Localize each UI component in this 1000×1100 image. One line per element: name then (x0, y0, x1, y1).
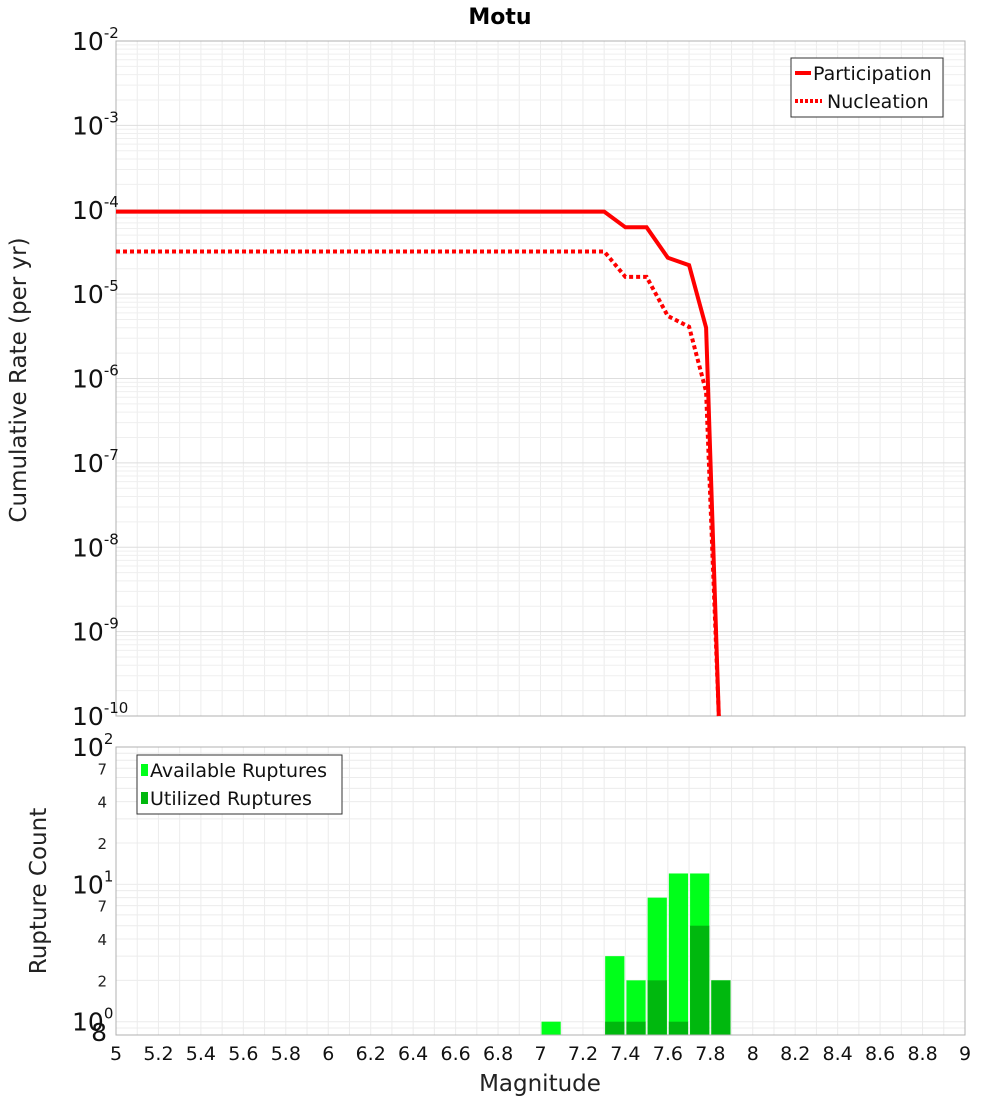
x-tick-label: 6.8 (483, 1043, 513, 1065)
bottom-legend: Available Ruptures Utilized Ruptures (136, 754, 343, 815)
bottom-y-tick-label: 101 (72, 867, 113, 899)
x-tick-label: 5.8 (271, 1043, 301, 1065)
top-legend-box (790, 57, 944, 118)
top-y-tick-exponent: -4 (104, 193, 119, 211)
top-y-tick-label: 10-10 (72, 699, 128, 731)
utilized-bar (626, 1021, 646, 1035)
legend-nucleation-label: Nucleation (827, 91, 929, 113)
bottom-plot-area (115, 746, 966, 1036)
legend-utilized-label: Utilized Ruptures (150, 788, 312, 810)
x-tick-label: 7 (534, 1043, 546, 1065)
x-tick-label: 8.2 (780, 1043, 810, 1065)
series-line-nucleation (116, 249, 721, 717)
legend-available-swatch (141, 764, 148, 776)
x-axis-label: Magnitude (479, 1071, 601, 1097)
top-y-tick-label: 10-7 (72, 446, 119, 478)
utilized-bar (668, 1021, 689, 1035)
x-tick-label: 7.4 (610, 1043, 640, 1065)
top-panel-grid (115, 41, 966, 717)
x-tick-label: 5.4 (186, 1043, 216, 1065)
utilized-bar (690, 925, 710, 1035)
utilized-bar (711, 980, 731, 1035)
x-tick-label: 7.6 (653, 1043, 683, 1065)
available-bar (626, 980, 646, 1035)
bottom-y-tick-label: 4 (97, 794, 107, 812)
x-tick-label: 6.2 (356, 1043, 386, 1065)
x-tick-label: 7.2 (568, 1043, 598, 1065)
top-y-tick-label: 10-9 (72, 615, 119, 647)
x-tick-label: 6.4 (398, 1043, 428, 1065)
top-y-tick-exponent: -8 (104, 530, 119, 548)
top-y-tick-exponent: -2 (104, 24, 119, 42)
x-tick-label: 8.8 (907, 1043, 937, 1065)
x-tick-label: 8.6 (865, 1043, 895, 1065)
utilized-bar (605, 1021, 625, 1035)
legend-utilized-swatch (141, 792, 148, 804)
bottom-y-tick-label: 2 (97, 835, 107, 853)
series-line-participation (116, 209, 721, 717)
top-series (116, 209, 721, 717)
top-plot-area (115, 40, 966, 717)
legend-participation-label: Participation (813, 63, 932, 85)
top-y-tick-exponent: -3 (104, 108, 119, 126)
available-bar (668, 873, 689, 1035)
top-y-tick-label: 10-6 (72, 362, 119, 394)
x-tick-label: 9 (959, 1043, 971, 1065)
bottom-y-tick-label: 4 (97, 931, 107, 949)
top-y-tick-label: 10-8 (72, 530, 119, 562)
top-y-axis-label: Cumulative Rate (per yr) (6, 237, 32, 522)
top-y-tick-exponent: -10 (104, 699, 129, 717)
x-tick-label: 6.6 (440, 1043, 470, 1065)
bottom-y-tick-label: 8 (91, 1018, 107, 1047)
top-y-tick-exponent: -6 (104, 362, 119, 380)
utilized-bar (647, 980, 667, 1035)
top-y-tick-labels: 10-2 10-3 10-4 10-5 10-6 10-7 10-8 10-9 10-10 (72, 24, 128, 731)
top-y-tick-label: 10-3 (72, 108, 119, 140)
bottom-legend-box (136, 754, 343, 815)
x-tick-label: 8.4 (823, 1043, 853, 1065)
bottom-y-tick-label: 2 (97, 972, 107, 990)
bottom-y-tick-label: 7 (97, 760, 107, 778)
bottom-y-tick-label: 102 (72, 730, 113, 762)
available-bar (541, 1021, 561, 1035)
x-tick-labels: 5 5.2 5.4 5.6 5.8 6 6.2 6.4 6.6 6.8 7 7.2 7.4 7.6 7.8 8… (110, 1043, 971, 1065)
x-tick-label: 8 (747, 1043, 759, 1065)
x-tick-label: 5.6 (228, 1043, 258, 1065)
chart-title: Motu (468, 5, 531, 30)
bottom-bars (541, 873, 731, 1035)
bottom-y-tick-exponent: 1 (104, 867, 114, 885)
legend-available-label: Available Ruptures (150, 760, 327, 782)
x-tick-label: 6 (322, 1043, 334, 1065)
top-y-tick-exponent: -7 (104, 446, 119, 464)
x-tick-label: 5 (110, 1043, 122, 1065)
available-bar (605, 956, 625, 1035)
top-y-tick-label: 10-2 (72, 24, 119, 56)
bottom-y-tick-exponent: 2 (104, 730, 114, 748)
top-legend: Participation Nucleation (790, 57, 944, 118)
bottom-y-tick-label: 7 (97, 898, 107, 916)
x-tick-label: 7.8 (695, 1043, 725, 1065)
top-y-tick-label: 10-5 (72, 277, 119, 309)
bottom-y-axis-label: Rupture Count (26, 808, 52, 974)
top-y-tick-label: 10-4 (72, 193, 119, 225)
x-tick-label: 5.2 (143, 1043, 173, 1065)
bottom-y-tick-exponent: 0 (104, 1005, 114, 1023)
top-y-tick-exponent: -9 (104, 615, 119, 633)
top-y-tick-exponent: -5 (104, 277, 119, 295)
